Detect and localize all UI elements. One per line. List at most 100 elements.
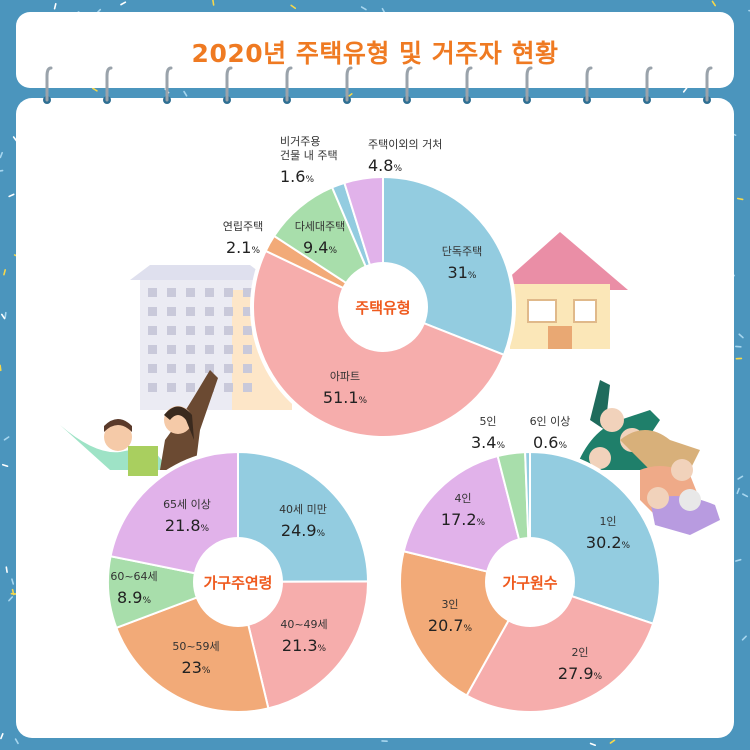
slice-unit: % [142,596,151,606]
apartment-window [186,307,195,316]
binder-ring [465,66,473,102]
slice-value: 20.7% [428,616,473,635]
confetti-dash [212,0,215,6]
slice-unit: % [359,396,368,406]
apartment-window [243,307,252,316]
binder-ring [105,66,113,102]
confetti-dash [711,0,717,7]
slice-label: 65세 이상 [163,498,211,511]
confetti-dash [120,1,127,6]
slice-value: 2.1% [226,238,260,257]
apartment-window [167,345,176,354]
slice-label: 건물 내 주택 [280,149,338,162]
confetti-dash [53,3,57,10]
pie-hole [485,537,575,627]
binder-ring [345,66,353,102]
confetti-dash [4,311,7,319]
slice-label: 50~59세 [172,640,219,653]
house-illustration [495,232,628,349]
apartment-window [186,383,195,392]
binder-ring [405,66,413,102]
slice-label: 연립주택 [223,220,263,233]
confetti-dash [589,742,597,747]
slice-label: 1인 [599,515,616,528]
confetti-dash [737,475,744,480]
slice-unit: % [317,529,326,539]
binder-ring [585,66,593,102]
apartment-window [167,307,176,316]
apartment-window [224,383,233,392]
confetti-dash [742,493,749,498]
slice-value: 27.9% [558,664,603,683]
slice-unit: % [305,175,314,185]
pie-center-label: 가구원수 [502,574,557,592]
slice-value: 3.4% [471,433,505,452]
slice-label: 40세 미만 [279,503,327,516]
binder-ring [645,66,653,102]
apartment-window [186,364,195,373]
apartment-window [186,288,195,297]
slice-label: 비거주용 [280,135,320,148]
apartment-window [186,326,195,335]
people-right-illustration [575,380,720,535]
apartment-window [167,383,176,392]
confetti-dash [609,739,616,744]
apartment-window [205,288,214,297]
apartment-window [205,345,214,354]
confetti-dash [8,193,15,198]
apartment-window [243,288,252,297]
apartment-window [167,326,176,335]
slice-value: 4.8% [368,156,402,175]
apartment-window [243,364,252,373]
binder-ring [705,66,713,102]
confetti-dash [183,90,188,97]
pie-hole [338,262,428,352]
page-title: 2020년 주택유형 및 거주자 현황 [191,39,559,68]
slice-value: 17.2% [441,510,486,529]
slice-value: 1.6% [280,167,314,186]
binder-ring [45,66,53,102]
slice-unit: % [393,164,402,174]
binder-ring [285,66,293,102]
slice-value: 51.1% [323,388,368,407]
apartment-window [205,364,214,373]
apartment-window [205,307,214,316]
apartment-window [148,345,157,354]
pie-chart-1: 주택유형 단독주택 31% 아파트 51.1% 연립주택 2.1% 다세대주택 9.4% 비거주용… [223,135,516,440]
confetti-dash [0,733,4,740]
confetti-dash [11,578,15,585]
slice-unit: % [464,624,473,634]
confetti-dash [8,596,14,602]
slice-unit: % [622,541,631,551]
slice-unit: % [251,246,260,256]
confetti-dash [5,566,8,573]
slice-unit: % [202,666,211,676]
confetti-dash [736,197,744,201]
apartment-window [148,288,157,297]
slice-value: 24.9% [281,521,326,540]
apartment-window [224,345,233,354]
slice-unit: % [477,518,486,528]
slice-label: 다세대주택 [295,220,346,233]
slice-label: 주택이외의 거처 [368,138,442,151]
slice-label: 6인 이상 [530,415,571,428]
slice-label: 4인 [454,492,471,505]
slice-value: 9.4% [303,238,337,257]
slice-value: 21.8% [165,516,210,535]
apartment-window [186,345,195,354]
pie-hole [193,537,283,627]
slice-unit: % [594,672,603,682]
slice-unit: % [558,441,567,451]
apartment-window [243,345,252,354]
people-left-illustration [60,370,218,476]
apartment-window [148,326,157,335]
pie-center-label: 가구주연령 [203,574,272,592]
binder-ring [525,66,533,102]
confetti-dash [0,169,4,172]
slice-unit: % [468,271,477,281]
slice-value: 30.2% [586,533,631,552]
confetti-dash [290,4,297,10]
confetti-dash [682,87,688,93]
